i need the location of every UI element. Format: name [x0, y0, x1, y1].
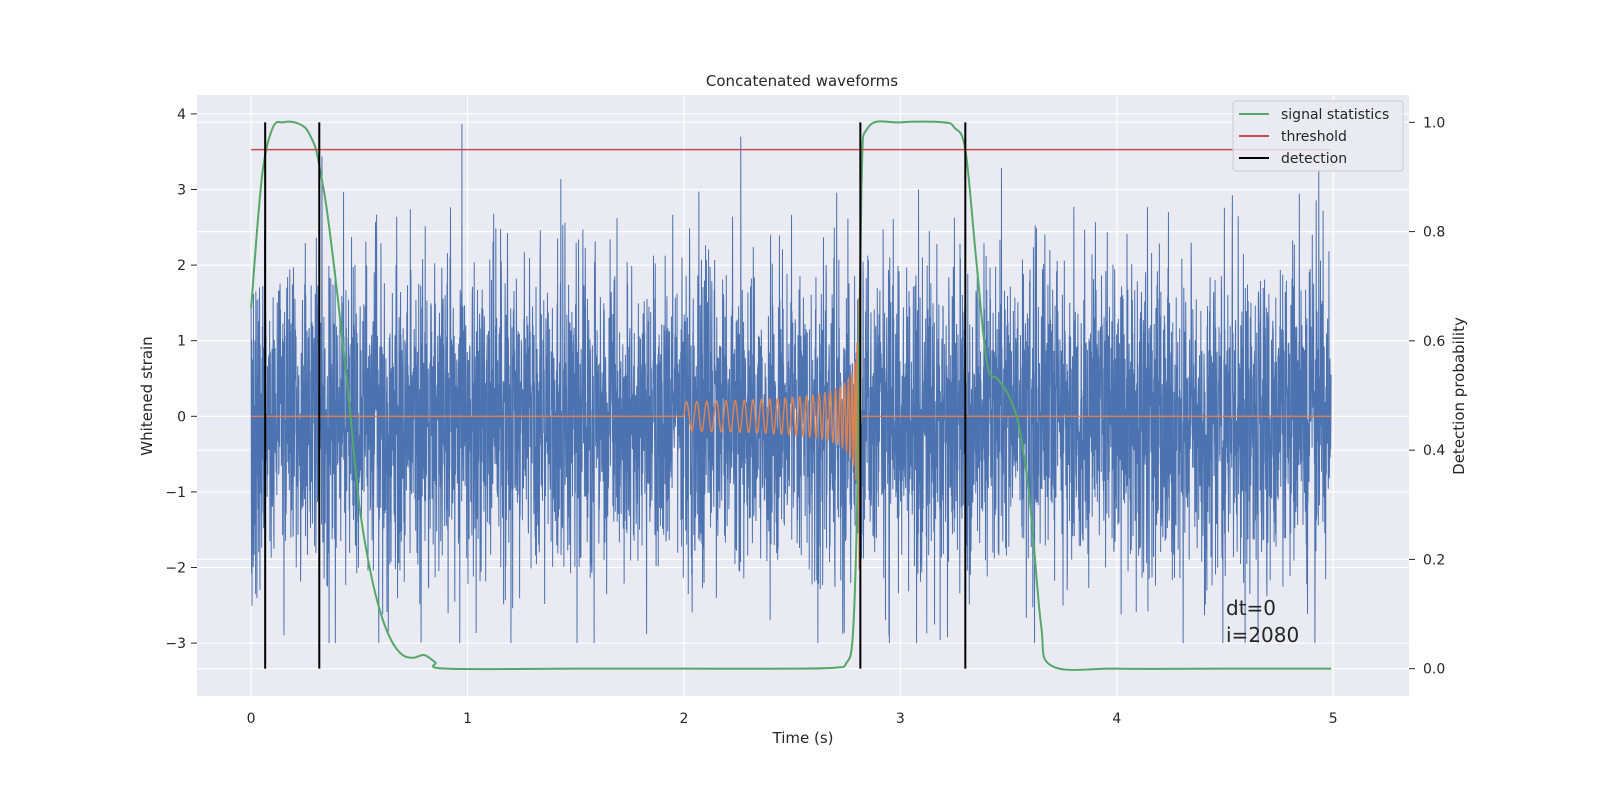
y-tick-label: 4 [177, 107, 186, 123]
y-tick-label: 0 [177, 409, 186, 425]
x-tick-label: 2 [680, 711, 689, 727]
y2-tick-label: 0.0 [1423, 662, 1445, 678]
y-tick-label: 2 [177, 258, 186, 274]
injection-series [251, 298, 1332, 570]
legend-label-signal: signal statistics [1281, 107, 1389, 123]
x-tick-label: 0 [247, 711, 256, 727]
y-tick-label: −1 [165, 485, 186, 501]
y-axis-label: Whitened strain [138, 336, 156, 455]
x-axis: 0 1 2 3 4 5 [247, 711, 1338, 727]
chart-title: Concatenated waveforms [706, 72, 898, 90]
x-axis-label: Time (s) [772, 729, 834, 747]
y2-tick-label: 0.4 [1423, 443, 1445, 459]
x-tick-label: 3 [896, 711, 905, 727]
y2-axis-label: Detection probability [1450, 317, 1468, 475]
y-tick-label: 3 [177, 182, 186, 198]
y-axis-right: 0.0 0.2 0.4 0.6 0.8 1.0 [1409, 115, 1445, 678]
annotation-i: i=2080 [1226, 623, 1299, 647]
y2-tick-label: 0.6 [1423, 334, 1445, 350]
y-tick-label: −3 [165, 636, 186, 652]
injection-line [251, 298, 1332, 570]
annotation-dt: dt=0 [1226, 596, 1276, 620]
legend-label-threshold: threshold [1281, 129, 1347, 145]
y-tick-label: −2 [165, 560, 186, 576]
x-tick-label: 5 [1329, 711, 1338, 727]
legend-label-detection: detection [1281, 151, 1347, 167]
y2-tick-label: 0.8 [1423, 225, 1445, 241]
y-axis-left: −3 −2 −1 0 1 2 3 4 [165, 107, 197, 652]
y2-tick-label: 1.0 [1423, 115, 1445, 131]
x-tick-label: 4 [1112, 711, 1121, 727]
legend-box [1232, 100, 1404, 172]
strain-line [250, 124, 1332, 644]
y-tick-label: 1 [177, 334, 186, 350]
detection-series [264, 122, 967, 669]
strain-series [250, 124, 1332, 644]
y2-tick-label: 0.2 [1423, 552, 1445, 568]
x-tick-label: 1 [463, 711, 472, 727]
legend: signal statistics threshold detection [1232, 100, 1404, 172]
